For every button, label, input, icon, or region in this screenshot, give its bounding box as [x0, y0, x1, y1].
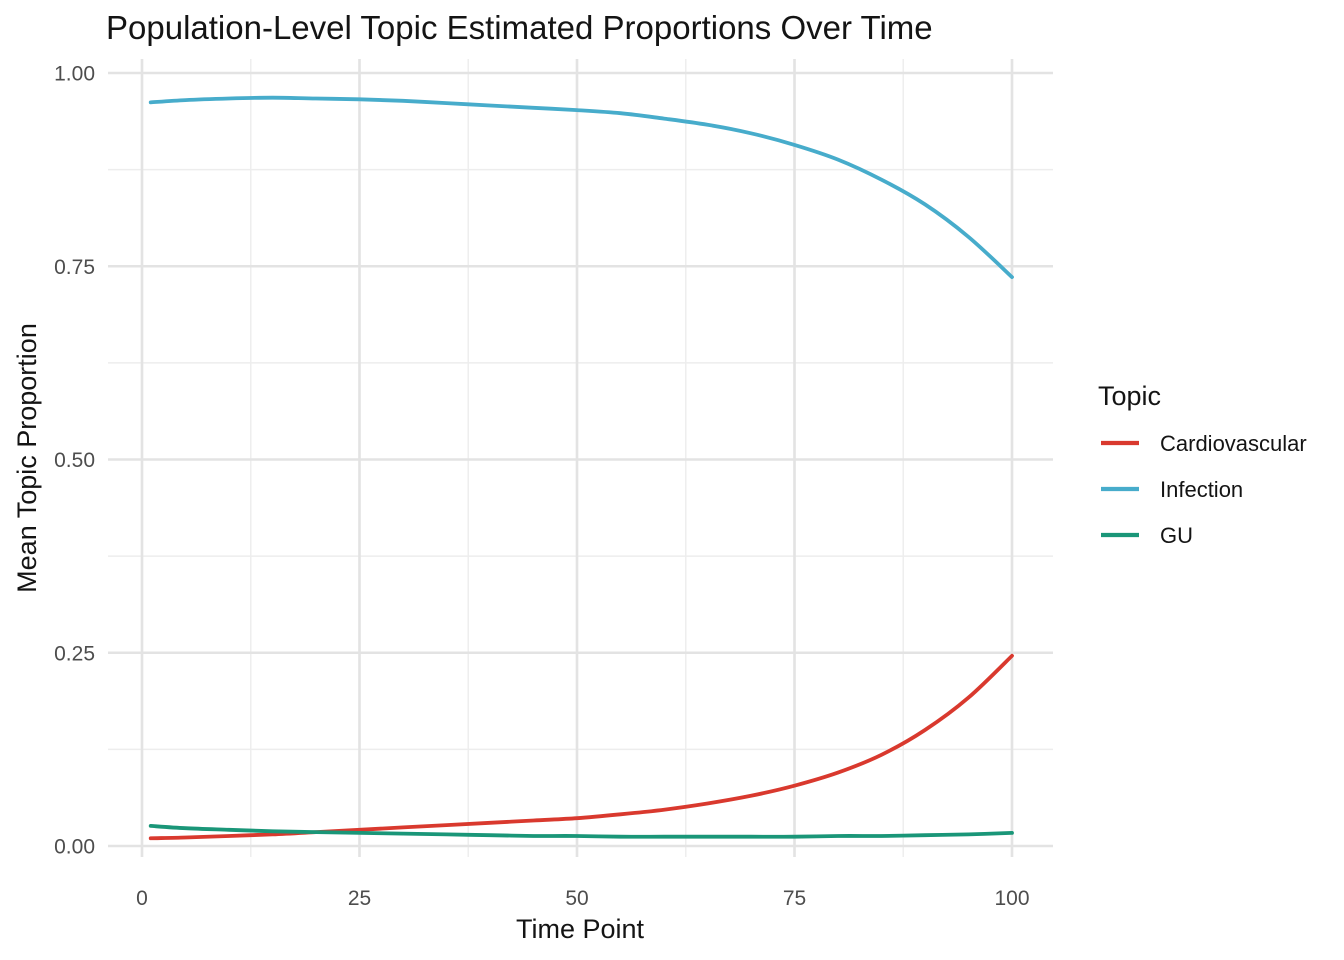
y-tick-label: 0.75: [54, 256, 95, 279]
legend-title: Topic: [1098, 381, 1161, 411]
y-tick-label: 1.00: [54, 63, 95, 86]
x-tick-label: 25: [348, 887, 371, 910]
y-tick-label: 0.50: [54, 449, 95, 472]
legend-label-infection: Infection: [1160, 477, 1243, 502]
x-tick-label: 75: [783, 887, 806, 910]
legend-label-gu: GU: [1160, 523, 1193, 548]
x-tick-label: 0: [136, 887, 148, 910]
chart-title: Population-Level Topic Estimated Proport…: [106, 9, 933, 46]
series-lines: [148, 95, 1014, 841]
x-axis-tick-labels: 0 25 50 75 100: [136, 887, 1029, 910]
legend: Topic Cardiovascular Infection GU: [1098, 381, 1307, 548]
x-axis-title: Time Point: [516, 914, 645, 944]
legend-label-cardiovascular: Cardiovascular: [1160, 431, 1307, 456]
y-axis-tick-labels: 0.00 0.25 0.50 0.75 1.00: [54, 63, 95, 859]
major-gridlines: [108, 59, 1053, 857]
series-line-cardiovascular: [148, 653, 1014, 841]
series-line-gu: [148, 824, 1014, 839]
y-axis-title: Mean Topic Proportion: [12, 323, 42, 593]
y-tick-label: 0.25: [54, 642, 95, 665]
x-tick-label: 50: [565, 887, 588, 910]
x-tick-label: 100: [994, 887, 1029, 910]
series-line-infection: [148, 95, 1014, 279]
y-tick-label: 0.00: [54, 836, 95, 859]
